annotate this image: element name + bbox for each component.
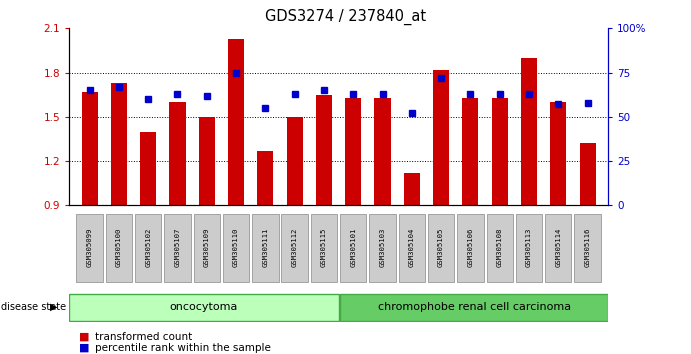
Text: GSM305102: GSM305102 bbox=[145, 228, 151, 268]
FancyBboxPatch shape bbox=[486, 214, 513, 282]
FancyBboxPatch shape bbox=[340, 293, 608, 321]
Text: GSM305113: GSM305113 bbox=[526, 228, 532, 268]
Text: GSM305112: GSM305112 bbox=[292, 228, 298, 268]
Bar bbox=[462, 98, 478, 205]
Bar bbox=[433, 70, 449, 205]
FancyBboxPatch shape bbox=[252, 214, 278, 282]
Text: GSM305107: GSM305107 bbox=[175, 228, 180, 268]
Text: GSM305114: GSM305114 bbox=[556, 228, 561, 268]
Text: ■: ■ bbox=[79, 332, 90, 342]
FancyBboxPatch shape bbox=[457, 214, 484, 282]
FancyBboxPatch shape bbox=[164, 214, 191, 282]
Text: GSM305099: GSM305099 bbox=[86, 228, 93, 268]
Bar bbox=[82, 92, 97, 205]
FancyBboxPatch shape bbox=[106, 214, 132, 282]
Text: GSM305106: GSM305106 bbox=[467, 228, 473, 268]
FancyBboxPatch shape bbox=[545, 214, 571, 282]
Bar bbox=[228, 39, 244, 205]
Bar bbox=[346, 98, 361, 205]
FancyBboxPatch shape bbox=[77, 214, 103, 282]
Text: GSM305116: GSM305116 bbox=[585, 228, 591, 268]
Bar bbox=[521, 58, 537, 205]
Text: GSM305104: GSM305104 bbox=[409, 228, 415, 268]
Text: GSM305105: GSM305105 bbox=[438, 228, 444, 268]
FancyBboxPatch shape bbox=[69, 293, 339, 321]
FancyBboxPatch shape bbox=[515, 214, 542, 282]
FancyBboxPatch shape bbox=[574, 214, 600, 282]
FancyBboxPatch shape bbox=[281, 214, 307, 282]
FancyBboxPatch shape bbox=[340, 214, 366, 282]
Text: percentile rank within the sample: percentile rank within the sample bbox=[95, 343, 271, 353]
Bar bbox=[491, 98, 508, 205]
Bar bbox=[140, 132, 156, 205]
Bar bbox=[404, 173, 420, 205]
Text: GSM305115: GSM305115 bbox=[321, 228, 327, 268]
Text: GSM305110: GSM305110 bbox=[233, 228, 239, 268]
FancyBboxPatch shape bbox=[370, 214, 396, 282]
Bar bbox=[550, 102, 567, 205]
Text: oncocytoma: oncocytoma bbox=[170, 302, 238, 312]
FancyBboxPatch shape bbox=[135, 214, 162, 282]
Bar bbox=[257, 151, 274, 205]
Text: GSM305108: GSM305108 bbox=[497, 228, 502, 268]
FancyBboxPatch shape bbox=[193, 214, 220, 282]
Text: chromophobe renal cell carcinoma: chromophobe renal cell carcinoma bbox=[377, 302, 571, 312]
Text: ▶: ▶ bbox=[50, 302, 58, 312]
Bar bbox=[169, 102, 186, 205]
Bar bbox=[580, 143, 596, 205]
FancyBboxPatch shape bbox=[428, 214, 454, 282]
Bar bbox=[287, 117, 303, 205]
Text: ■: ■ bbox=[79, 343, 90, 353]
Text: disease state: disease state bbox=[1, 302, 66, 312]
Text: GDS3274 / 237840_at: GDS3274 / 237840_at bbox=[265, 9, 426, 25]
FancyBboxPatch shape bbox=[399, 214, 425, 282]
Bar bbox=[111, 83, 127, 205]
Text: GSM305100: GSM305100 bbox=[116, 228, 122, 268]
FancyBboxPatch shape bbox=[223, 214, 249, 282]
Text: GSM305111: GSM305111 bbox=[263, 228, 268, 268]
Text: GSM305103: GSM305103 bbox=[379, 228, 386, 268]
Text: GSM305109: GSM305109 bbox=[204, 228, 210, 268]
Bar bbox=[199, 117, 215, 205]
FancyBboxPatch shape bbox=[311, 214, 337, 282]
Bar bbox=[316, 95, 332, 205]
Bar bbox=[375, 98, 390, 205]
Text: transformed count: transformed count bbox=[95, 332, 192, 342]
Text: GSM305101: GSM305101 bbox=[350, 228, 357, 268]
